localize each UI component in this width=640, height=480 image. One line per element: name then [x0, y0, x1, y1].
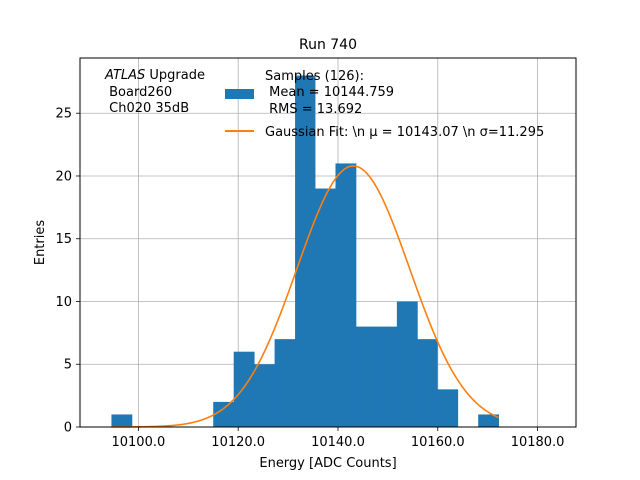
- plot-frame: [79, 57, 577, 428]
- x-tick-label: 10160.0: [411, 435, 465, 450]
- annotation-board: Board260: [105, 85, 172, 100]
- y-axis-ticks: 0 5 10 15 20 25: [55, 107, 80, 436]
- histogram-bar: [417, 339, 438, 427]
- histogram-bar: [478, 414, 500, 427]
- legend: Samples (126): Mean = 10144.759 RMS = 13…: [225, 69, 544, 140]
- histogram-bar: [213, 401, 235, 427]
- annotation-channel: Ch020 35dB: [105, 101, 189, 116]
- y-tick-label: 5: [64, 358, 72, 373]
- x-tick-label: 10120.0: [211, 435, 265, 450]
- y-axis-label: Entries: [33, 220, 48, 266]
- chart-title: Run 740: [299, 37, 357, 53]
- y-tick-label: 25: [55, 107, 72, 122]
- y-tick-label: 20: [55, 169, 72, 184]
- histogram-bar: [254, 364, 276, 427]
- histogram-bar: [376, 326, 398, 427]
- x-tick-label: 10100.0: [111, 435, 165, 450]
- annotation-upgrade: Upgrade: [145, 68, 205, 83]
- x-axis-label: Energy [ADC Counts]: [259, 456, 396, 471]
- annotation-atlas: ATLAS: [104, 68, 145, 83]
- histogram-bar: [396, 301, 418, 427]
- annotation-text: ATLAS Upgrade Board260 Ch020 35dB: [104, 68, 205, 116]
- histogram-bar: [355, 326, 377, 427]
- histogram-bar: [437, 389, 459, 427]
- legend-fit-label: Gaussian Fit: \n μ = 10143.07 \n σ=11.29…: [265, 125, 544, 140]
- x-axis-ticks: 10100.0 10120.0 10140.0 10160.0 10180.0: [111, 427, 564, 450]
- x-tick-label: 10140.0: [311, 435, 365, 450]
- histogram-bar: [274, 339, 296, 427]
- histogram-bar: [295, 75, 316, 428]
- histogram-bar: [111, 414, 133, 427]
- legend-histogram-line-3: RMS = 13.692: [265, 102, 362, 117]
- histogram-bar: [233, 351, 255, 427]
- histogram-bar: [315, 188, 336, 427]
- svg-text:ATLAS Upgrade: ATLAS Upgrade: [104, 68, 205, 83]
- legend-histogram-line-1: Samples (126):: [265, 69, 364, 84]
- x-tick-label: 10180.0: [511, 435, 565, 450]
- legend-histogram-line-2: Mean = 10144.759: [265, 85, 394, 100]
- y-tick-label: 0: [64, 421, 72, 436]
- histogram-bar: [335, 163, 357, 427]
- gaussian-fit-curve: [111, 165, 499, 428]
- legend-histogram-swatch: [225, 89, 254, 99]
- histogram-bars: [111, 75, 500, 428]
- y-tick-label: 10: [55, 295, 72, 310]
- gaussian-fit: [111, 165, 499, 428]
- y-tick-label: 15: [55, 232, 72, 247]
